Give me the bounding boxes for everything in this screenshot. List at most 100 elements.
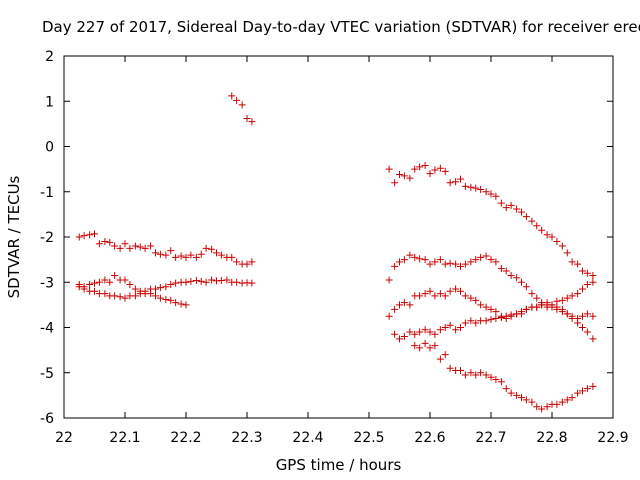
data-point — [426, 328, 434, 336]
data-point — [172, 279, 180, 287]
data-point — [406, 301, 414, 309]
data-point — [579, 324, 586, 331]
data-point — [533, 403, 541, 411]
data-point — [558, 305, 566, 313]
x-axis-label: GPS time / hours — [276, 456, 402, 474]
data-point — [141, 287, 149, 295]
data-point — [568, 292, 576, 300]
data-point — [579, 285, 586, 293]
data-point — [152, 285, 159, 293]
data-point — [543, 403, 551, 411]
data-point — [467, 317, 475, 325]
data-point — [208, 276, 216, 284]
data-point — [589, 382, 597, 390]
data-point — [513, 310, 521, 318]
data-point — [543, 231, 551, 239]
data-point — [589, 278, 597, 286]
data-point — [223, 276, 231, 284]
series-sat-e — [385, 162, 597, 279]
data-point — [548, 301, 556, 309]
data-point — [80, 285, 88, 293]
data-point — [416, 292, 424, 300]
data-point — [167, 281, 175, 289]
data-point — [121, 276, 129, 284]
data-point — [497, 199, 505, 207]
data-point — [95, 278, 103, 286]
data-point — [126, 244, 134, 252]
data-point — [457, 366, 464, 374]
data-point — [400, 333, 408, 341]
data-point — [187, 251, 195, 259]
data-point — [497, 378, 505, 386]
data-point — [457, 287, 464, 295]
data-point — [106, 238, 114, 246]
x-tick-label: 22.4 — [292, 430, 323, 446]
data-point — [467, 294, 475, 302]
data-point — [147, 290, 155, 298]
data-point — [558, 398, 566, 406]
data-point — [213, 249, 220, 257]
data-point — [141, 244, 149, 252]
data-point — [579, 387, 586, 395]
y-tick-label: -3 — [40, 275, 54, 291]
data-point — [583, 310, 591, 318]
data-point — [177, 252, 185, 260]
data-point — [426, 260, 434, 268]
data-point — [457, 262, 464, 270]
y-tick-label: 0 — [45, 140, 54, 156]
x-tick-label: 22.2 — [170, 430, 201, 446]
data-point — [441, 324, 449, 331]
data-point — [492, 308, 500, 316]
data-point — [197, 250, 205, 258]
data-point — [217, 251, 225, 259]
data-point — [522, 283, 530, 291]
data-point — [472, 256, 480, 264]
data-point — [131, 242, 139, 250]
data-point — [126, 281, 134, 289]
data-point — [95, 240, 103, 248]
data-point — [167, 296, 175, 304]
data-point — [583, 281, 591, 289]
data-point — [192, 253, 200, 261]
data-point — [202, 278, 210, 286]
data-point — [182, 278, 190, 286]
data-point — [563, 294, 571, 302]
data-point — [187, 277, 195, 285]
data-point — [121, 294, 129, 302]
data-point — [208, 245, 216, 253]
data-point — [233, 96, 241, 104]
data-point — [452, 326, 460, 334]
plot-frame — [63, 55, 614, 419]
data-point — [416, 344, 424, 352]
data-point — [446, 321, 454, 329]
data-point — [553, 297, 561, 305]
data-point — [416, 255, 424, 263]
y-tick-label: -5 — [40, 366, 54, 382]
data-point — [152, 249, 159, 257]
data-point — [202, 244, 210, 252]
data-point — [522, 213, 530, 221]
y-tick-label: -2 — [40, 230, 54, 246]
data-point — [568, 394, 576, 402]
data-point — [111, 292, 119, 300]
data-point — [583, 269, 591, 277]
data-point — [238, 101, 246, 109]
data-point — [391, 330, 399, 338]
data-point — [385, 312, 393, 320]
data-point — [416, 163, 424, 171]
data-point — [91, 287, 98, 295]
data-point — [461, 260, 469, 268]
data-point — [467, 258, 475, 266]
data-point — [152, 292, 159, 300]
data-point — [518, 308, 525, 316]
data-point — [538, 405, 546, 413]
data-point — [513, 205, 521, 213]
data-point — [162, 283, 170, 291]
data-point — [391, 305, 399, 313]
data-point — [182, 301, 190, 309]
data-point — [106, 278, 114, 286]
data-point — [156, 250, 164, 258]
data-point — [533, 294, 541, 302]
y-tick-label: 2 — [45, 49, 54, 65]
data-point — [233, 278, 241, 286]
